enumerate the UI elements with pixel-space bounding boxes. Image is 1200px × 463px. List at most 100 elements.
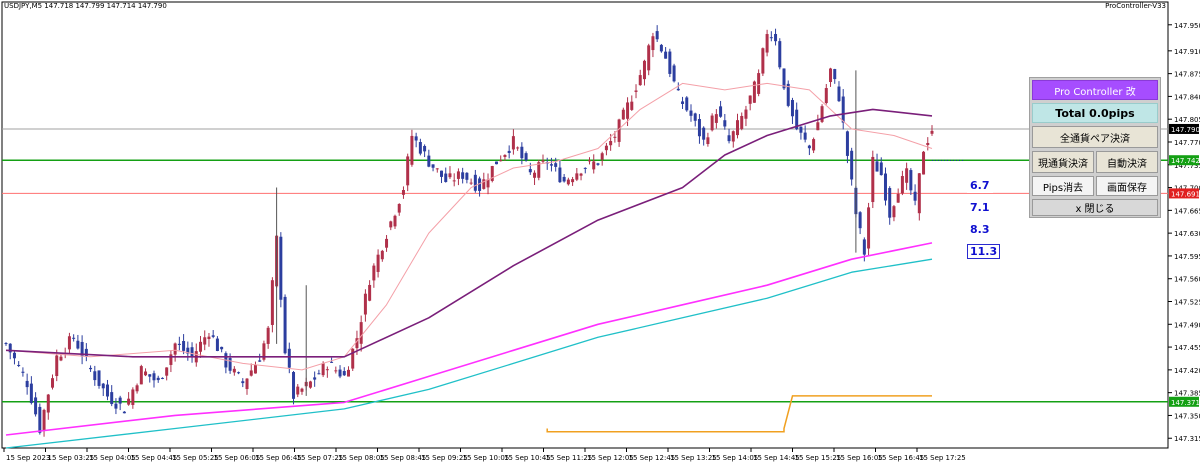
candle-body: [355, 338, 359, 349]
time-tick-label: 15 Sep 13:25: [670, 454, 717, 462]
plot-frame: [1, 1, 1169, 449]
ea-name-label: ProController-V33: [1105, 2, 1166, 10]
candle-body: [389, 221, 393, 228]
close-current-pair-button[interactable]: 現通貨決済: [1032, 151, 1094, 173]
time-tick-label: 15 Sep 17:25: [919, 454, 966, 462]
candle-body: [706, 137, 710, 145]
candle-body: [152, 373, 156, 381]
candle-body: [592, 161, 596, 170]
candle-body: [850, 150, 854, 180]
price-tick-label: 147.840: [1174, 93, 1200, 101]
auto-close-button[interactable]: 自動決済: [1096, 151, 1158, 173]
candle-body: [596, 163, 600, 165]
candle-body: [342, 371, 346, 376]
candle-body: [752, 81, 756, 103]
candle-body: [782, 68, 786, 89]
candle-body: [67, 336, 71, 350]
price-tick-label: 147.735: [1174, 162, 1200, 170]
candle-body: [537, 162, 541, 178]
candle-body: [659, 44, 663, 52]
candle-body: [287, 348, 291, 368]
time-tick-label: 15 Sep 14:45: [753, 454, 800, 462]
candle-body: [84, 348, 88, 357]
candle-body: [38, 406, 42, 433]
candle-body: [786, 83, 790, 106]
hline-tag-current: [1169, 123, 1199, 134]
pip-label: 8.3: [967, 222, 993, 237]
candle-body: [575, 173, 579, 180]
candle-body: [308, 381, 312, 388]
candle-body: [334, 370, 338, 372]
candle-body: [503, 154, 507, 157]
candle-body: [325, 369, 329, 371]
candle-body: [812, 139, 816, 151]
candle-body: [520, 146, 524, 159]
candle-body: [879, 162, 883, 176]
candle-body: [266, 327, 270, 344]
time-tick-label: 15 Sep 14:05: [712, 454, 759, 462]
candle-body: [790, 99, 794, 117]
time-tick-label: 15 Sep 04:45: [131, 454, 178, 462]
candle-body: [46, 394, 50, 413]
close-panel-button[interactable]: x 閉じる: [1032, 199, 1158, 216]
candle-body: [148, 374, 152, 377]
candle-body: [621, 109, 625, 120]
time-tick-label: 15 Sep 16:05: [836, 454, 883, 462]
pips-clear-button[interactable]: Pips消去: [1032, 176, 1094, 196]
candle-body: [837, 86, 841, 102]
candle-body: [807, 145, 811, 149]
candle-body: [55, 355, 59, 377]
candle-body: [833, 69, 837, 80]
candle-body: [262, 343, 266, 360]
candle-body: [97, 370, 101, 386]
total-pips-display: Total 0.0pips: [1032, 103, 1158, 123]
candle-body: [630, 101, 634, 110]
candle-body: [330, 361, 334, 363]
candle-body: [228, 358, 232, 371]
candle-body: [296, 386, 300, 395]
time-tick-label: 15 Sep 12:45: [629, 454, 676, 462]
candle-body: [697, 119, 701, 137]
time-tick-label: 15 Sep 06:05: [214, 454, 261, 462]
price-tick-label: 147.950: [1174, 22, 1200, 30]
candle-body: [351, 348, 355, 369]
candle-body: [642, 60, 646, 80]
candle-body: [735, 120, 739, 136]
candle-body: [778, 41, 782, 68]
candle-body: [144, 371, 148, 376]
candle-body: [896, 193, 900, 203]
time-tick-label: 15 Sep 07:25: [297, 454, 344, 462]
candle-body: [841, 96, 845, 123]
candle-body: [604, 145, 608, 151]
candle-body: [685, 97, 689, 111]
candle-body: [558, 167, 562, 183]
candle-body: [89, 367, 93, 370]
candle-body: [714, 114, 718, 123]
orange-step-line: [546, 395, 932, 433]
series-line-0: [5, 82, 933, 371]
candle-body: [473, 174, 477, 191]
hline-label: 147.691: [1171, 190, 1200, 198]
candle-body: [664, 51, 668, 59]
candle-body: [215, 338, 219, 351]
candle-body: [169, 354, 173, 365]
candle-body: [888, 188, 892, 218]
candle-body: [93, 371, 97, 381]
candle-body: [867, 207, 871, 249]
candle-body: [579, 173, 583, 176]
candle-body: [232, 368, 236, 373]
time-tick-label: 15 Sep 10:45: [504, 454, 551, 462]
candle-body: [478, 178, 482, 191]
candle-body: [279, 236, 283, 300]
candle-body: [689, 110, 693, 116]
candle-body: [617, 119, 621, 142]
candle-body: [173, 343, 177, 355]
time-tick-label: 15 Sep 04:05: [89, 454, 136, 462]
close-all-pairs-button[interactable]: 全通貨ペア決済: [1032, 126, 1158, 148]
candle-body: [182, 340, 186, 351]
save-screen-button[interactable]: 画面保存: [1096, 176, 1158, 196]
candle-body: [253, 364, 257, 374]
price-tick-label: 147.315: [1174, 435, 1200, 443]
candle-body: [554, 163, 558, 167]
candle-body: [110, 392, 114, 405]
